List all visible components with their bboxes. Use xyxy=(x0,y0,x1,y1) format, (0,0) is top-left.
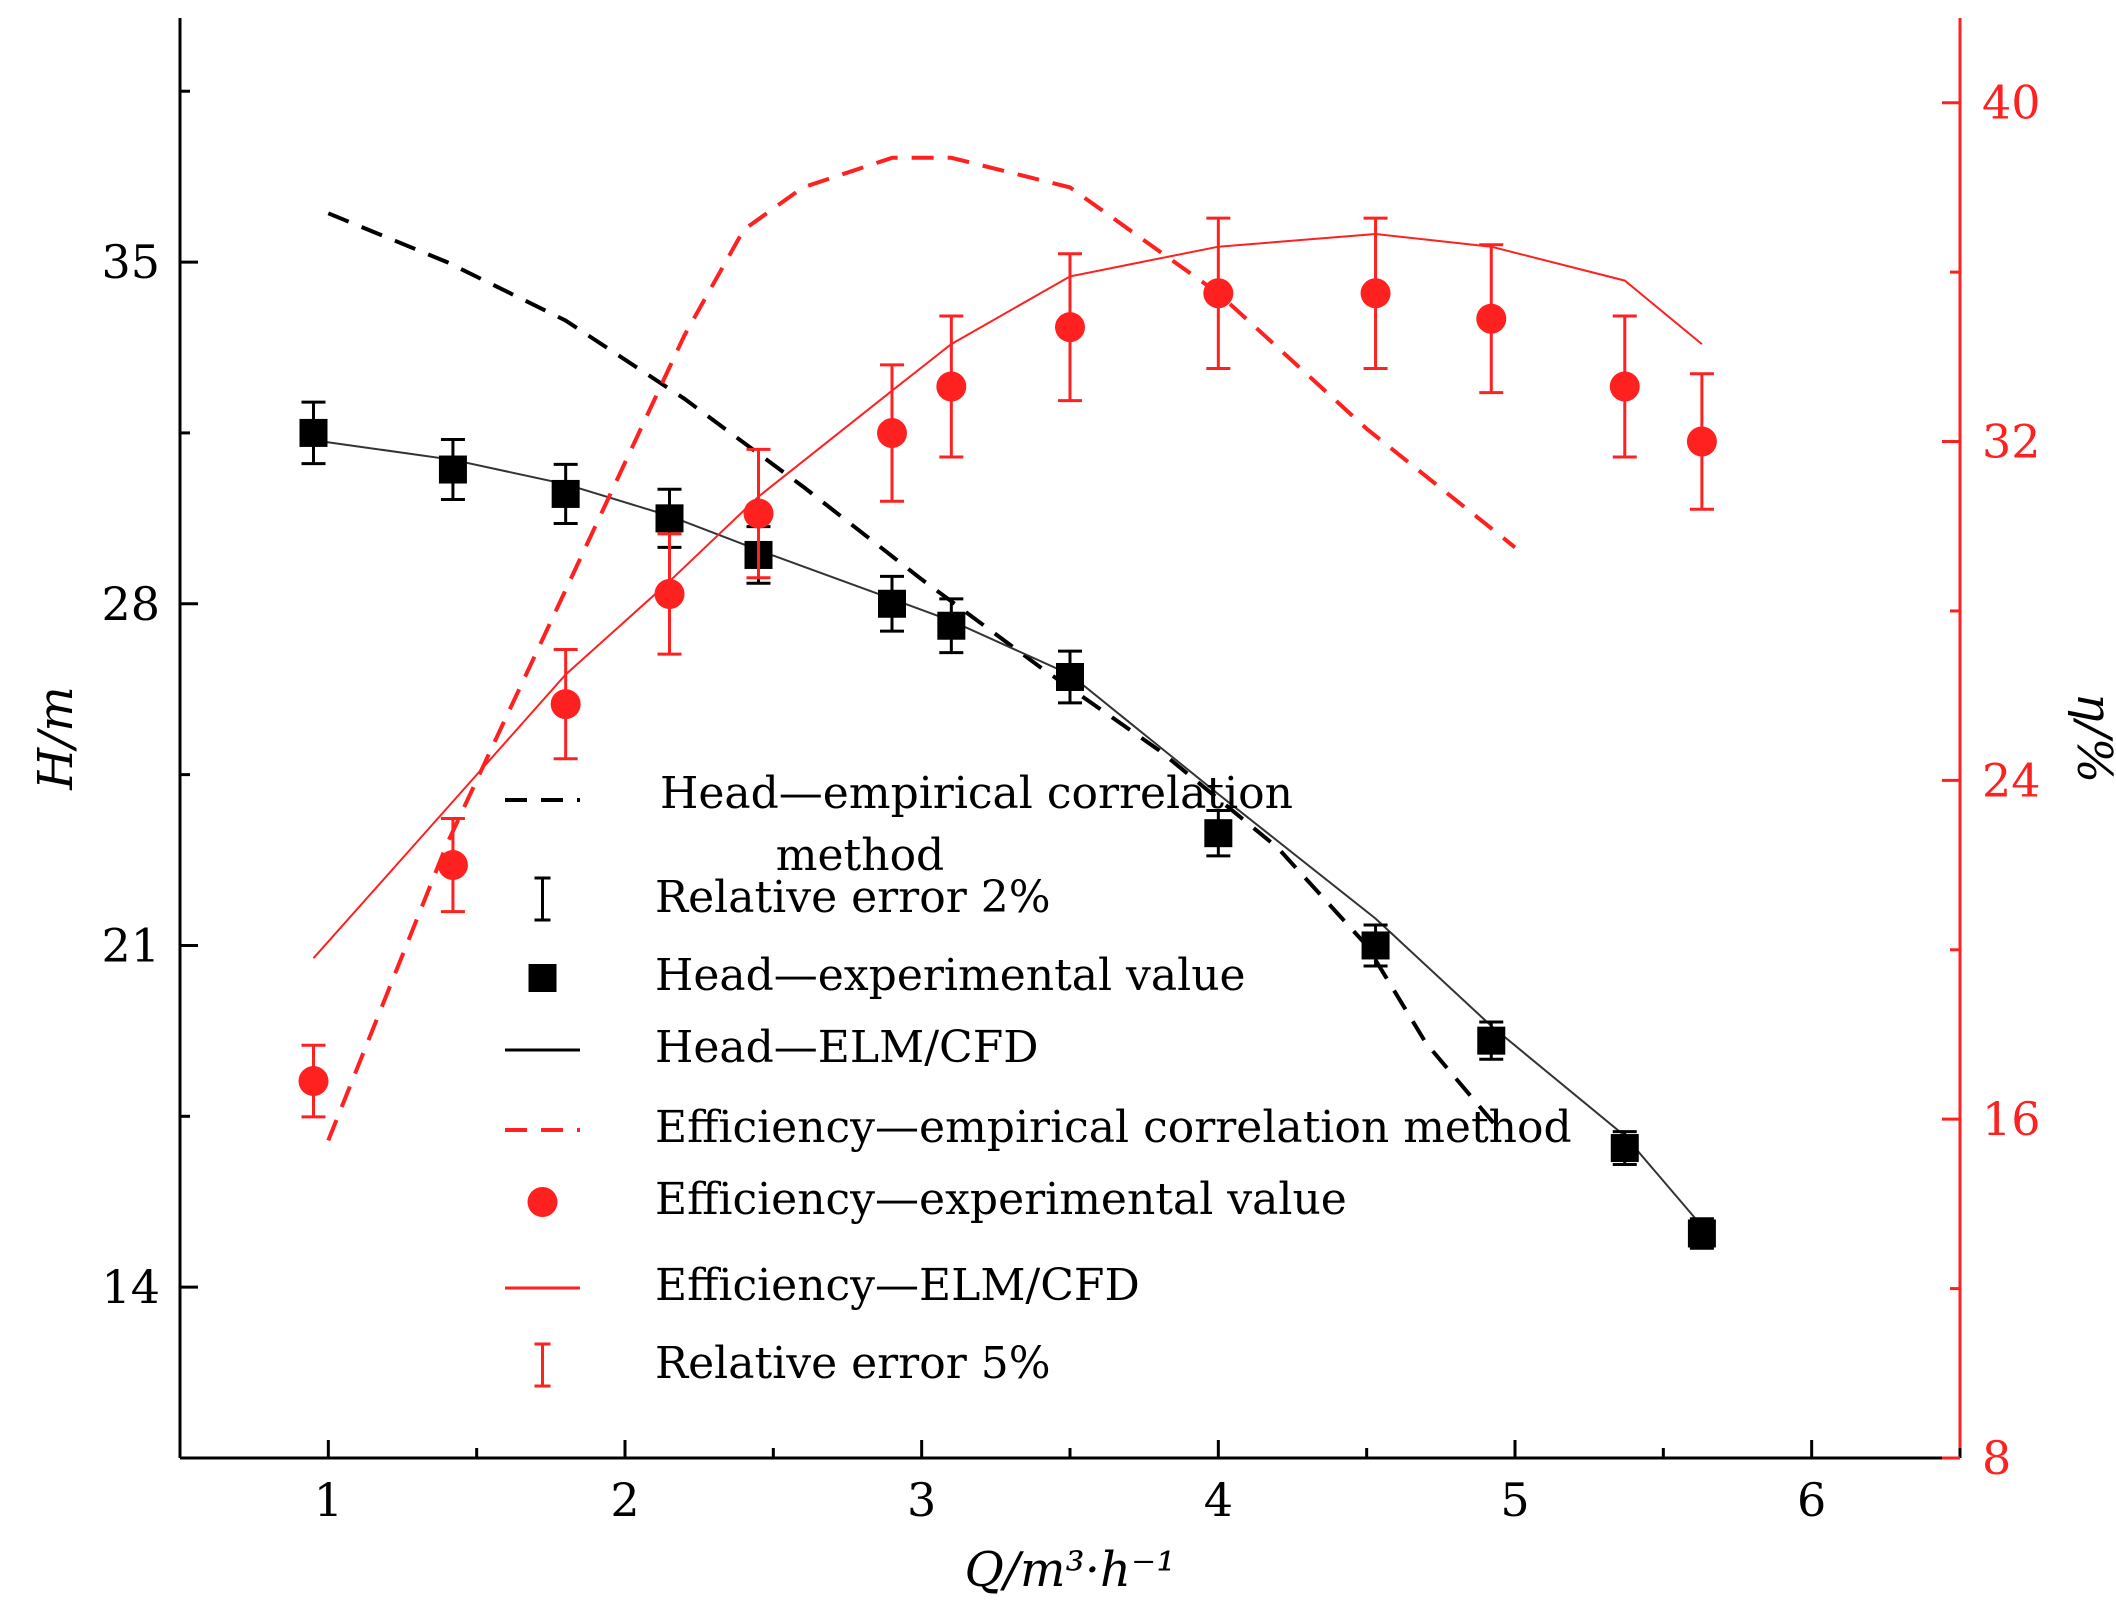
x-tick-label: 2 xyxy=(610,1473,639,1527)
y-right-tick-label: 8 xyxy=(1982,1431,2011,1485)
legend-entry: Head—ELM/CFD xyxy=(505,1022,1039,1073)
efficiency-experimental-point xyxy=(654,579,685,609)
legend-entry: Head—empirical correlation method xyxy=(505,768,1293,881)
head-experimental-point xyxy=(655,504,684,533)
legend-swatch-circle xyxy=(527,1187,558,1217)
y-left-tick-label: 14 xyxy=(101,1260,160,1314)
head-experimental-point xyxy=(878,589,906,618)
y-right-axis-title: η/% xyxy=(2066,693,2116,784)
head-experimental-point xyxy=(1610,1134,1639,1163)
x-tick-label: 5 xyxy=(1500,1473,1529,1527)
efficiency-experimental-point xyxy=(1203,278,1234,309)
legend-label: Head—experimental value xyxy=(655,950,1246,1001)
legend-label: Relative error 2% xyxy=(655,872,1051,923)
x-tick-label: 4 xyxy=(1204,1473,1233,1527)
legend-label: Efficiency—empirical correlation method xyxy=(655,1102,1572,1153)
y-right-tick-label: 40 xyxy=(1982,76,2041,130)
y-right-tick-label: 32 xyxy=(1982,415,2041,469)
legend-entry: Head—experimental value xyxy=(528,950,1246,1001)
y-left-tick-label: 21 xyxy=(101,918,160,972)
efficiency-experimental-point xyxy=(1360,278,1391,309)
legend-label: Efficiency—ELM/CFD xyxy=(655,1260,1140,1311)
legend-entry: Efficiency—experimental value xyxy=(527,1174,1347,1225)
efficiency-experimental-point xyxy=(437,850,468,881)
efficiency-experimental-point xyxy=(1686,426,1717,457)
y-left-tick-label: 28 xyxy=(101,577,160,631)
legend-label-continued: method xyxy=(776,830,944,881)
efficiency-experimental-point xyxy=(550,689,581,720)
head-experimental-point xyxy=(1361,931,1390,960)
head-experimental-point xyxy=(299,418,328,447)
efficiency-experimental-point xyxy=(743,498,774,529)
efficiency-experimental-point xyxy=(1476,303,1507,334)
legend-label: Relative error 5% xyxy=(655,1338,1051,1389)
efficiency-experimental-point xyxy=(936,371,967,402)
efficiency-experimental-point xyxy=(877,418,907,449)
legend-entry: Relative error 2% xyxy=(534,872,1051,923)
head-experimental-point xyxy=(551,479,580,508)
x-tick-label: 1 xyxy=(314,1473,343,1527)
efficiency-experimental-point xyxy=(1609,371,1640,402)
x-tick-label: 6 xyxy=(1797,1473,1826,1527)
legend-swatch-square xyxy=(528,964,557,992)
x-axis-title: Q/m³·h⁻¹ xyxy=(964,1542,1175,1598)
head-experimental-point xyxy=(1687,1219,1716,1248)
axes-layer: 1 2 3 4 5 6 14 21 28 35 8 16 24 32 40 Q/m³·h⁻¹ H/m η/% xyxy=(28,18,2116,1598)
y-right-tick-label: 24 xyxy=(1982,753,2041,807)
head-experimental-point xyxy=(937,611,966,640)
x-tick-label: 3 xyxy=(907,1473,936,1527)
legend-entry: Efficiency—ELM/CFD xyxy=(505,1260,1140,1311)
legend-label: Head—ELM/CFD xyxy=(655,1022,1039,1073)
efficiency-experimental-point xyxy=(1055,312,1085,343)
efficiency-experimental-point xyxy=(298,1066,329,1097)
plot-layer xyxy=(298,155,1717,1250)
y-right-tick-label: 16 xyxy=(1982,1092,2041,1146)
legend-label: Head—empirical correlation xyxy=(660,768,1293,819)
head-experimental-point xyxy=(1056,662,1084,691)
y-left-tick-label: 35 xyxy=(101,235,160,289)
legend-label: Efficiency—experimental value xyxy=(655,1174,1347,1225)
y-left-axis-title: H/m xyxy=(28,686,84,791)
legend-entry: Relative error 5% xyxy=(534,1338,1051,1389)
head-experimental-point xyxy=(438,455,467,484)
head-experimental-point xyxy=(1477,1026,1506,1055)
legend: Head—empirical correlationmethodRelative… xyxy=(505,768,1572,1389)
legend-entry: Efficiency—empirical correlation method xyxy=(505,1102,1572,1153)
head-experimental-point xyxy=(1204,819,1233,848)
efficiency-empirical-line xyxy=(326,155,1517,1142)
